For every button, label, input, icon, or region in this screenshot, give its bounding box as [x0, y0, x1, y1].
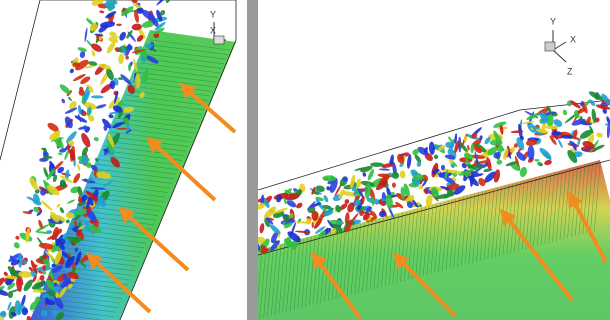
visualization: Y X Y X Z: [0, 0, 610, 320]
vortex: [128, 64, 131, 72]
axis-label: Z: [567, 66, 573, 76]
axis-label: Y: [210, 9, 216, 19]
divider: [247, 0, 258, 320]
axis-label: X: [570, 34, 576, 44]
axis-label: X: [210, 25, 216, 35]
screenshot: Y X Y X Z: [0, 0, 610, 320]
axis-label: Y: [550, 16, 556, 26]
